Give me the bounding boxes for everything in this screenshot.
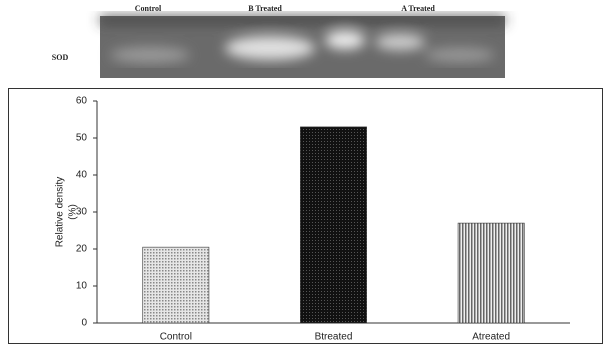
figure: Control B Treated A Treated SOD Relative… xyxy=(0,0,609,347)
y-tick-label: 10 xyxy=(76,281,88,292)
bar xyxy=(458,223,524,323)
y-tick-label: 20 xyxy=(76,244,88,255)
lane-label: B Treated xyxy=(248,4,282,13)
y-tick-label: 40 xyxy=(76,170,88,181)
y-axis-label: Relative density xyxy=(55,177,66,248)
x-tick-label: Atreated xyxy=(472,332,510,343)
x-tick-label: Control xyxy=(160,332,192,343)
x-tick-label: Btreated xyxy=(315,332,353,343)
y-tick-label: 60 xyxy=(76,96,88,107)
lane-label: Control xyxy=(135,4,162,13)
y-tick-label: 50 xyxy=(76,133,88,144)
bar xyxy=(143,247,209,323)
lane-label: A Treated xyxy=(401,4,435,13)
bar xyxy=(300,127,366,323)
gel-image xyxy=(100,16,505,78)
y-tick-label: 0 xyxy=(81,318,87,329)
y-tick-label: 30 xyxy=(76,207,88,218)
row-label: SOD xyxy=(52,53,69,62)
